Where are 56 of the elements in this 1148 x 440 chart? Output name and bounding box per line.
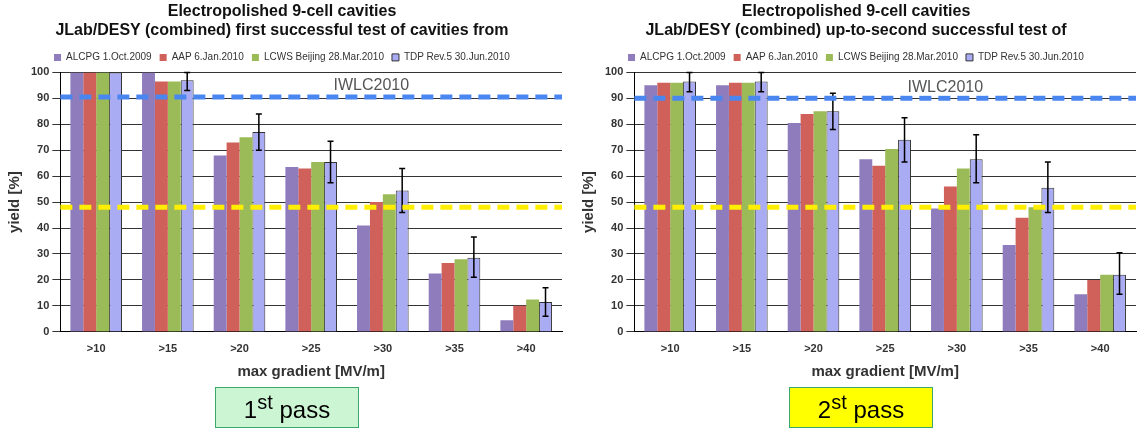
y-axis-title: yield [%] bbox=[579, 171, 597, 233]
x-tick-label: >35 bbox=[1019, 342, 1038, 355]
y-tick-label: 0 bbox=[43, 324, 50, 337]
x-tick-label: >15 bbox=[158, 342, 178, 355]
x-tick-label: >25 bbox=[301, 342, 321, 355]
x-tick-label: >10 bbox=[660, 342, 680, 355]
legend-label: TDP Rev.5 30.Jun.2010 bbox=[977, 51, 1085, 63]
y-tick-label: 80 bbox=[611, 117, 624, 130]
x-tick-label: >30 bbox=[373, 342, 393, 355]
x-axis-title: max gradient [MV/m] bbox=[811, 362, 959, 380]
legend-label: ALCPG 1.Oct.2009 bbox=[640, 51, 727, 63]
chart-subtitle: JLab/DESY (combined) first successful test of cavities from bbox=[55, 21, 509, 39]
x-tick-label: >25 bbox=[875, 342, 895, 355]
y-axis-title: yield [%] bbox=[5, 171, 23, 233]
y-tick-label: 20 bbox=[611, 272, 624, 285]
legend-label: AAP 6.Jan.2010 bbox=[745, 51, 819, 63]
legend-label: AAP 6.Jan.2010 bbox=[171, 51, 245, 63]
y-tick-label: 80 bbox=[37, 117, 50, 130]
y-tick-label: 30 bbox=[611, 247, 624, 260]
x-tick-label: >15 bbox=[732, 342, 752, 355]
y-tick-label: 20 bbox=[37, 272, 50, 285]
y-tick-label: 90 bbox=[37, 91, 50, 104]
y-tick-label: 40 bbox=[37, 221, 50, 234]
x-axis-title: max gradient [MV/m] bbox=[237, 362, 385, 380]
chart-subtitle: JLab/DESY (combined) up-to-second successful test of bbox=[645, 21, 1068, 39]
ref-line-label: IWLC2010 bbox=[907, 77, 984, 95]
legend-label: LCWS Beijing 28.Mar.2010 bbox=[837, 51, 959, 63]
legend-label: TDP Rev.5 30.Jun.2010 bbox=[403, 51, 511, 63]
text: 1$^{st}$ pass bbox=[214, 387, 360, 428]
y-tick-label: 60 bbox=[37, 169, 50, 182]
legend-label: LCWS Beijing 28.Mar.2010 bbox=[263, 51, 385, 63]
y-tick-label: 60 bbox=[611, 169, 624, 182]
x-tick-label: >40 bbox=[516, 342, 536, 355]
text: 2$^{st}$ pass bbox=[788, 387, 934, 428]
x-tick-label: >35 bbox=[445, 342, 464, 355]
y-tick-label: 40 bbox=[611, 221, 624, 234]
y-tick-label: 10 bbox=[37, 298, 50, 311]
ref-line-label: IWLC2010 bbox=[333, 76, 410, 94]
x-tick-label: >10 bbox=[86, 342, 106, 355]
chart-title: Electropolished 9-cell cavities bbox=[741, 2, 971, 20]
y-tick-label: 30 bbox=[37, 247, 50, 260]
y-tick-label: 100 bbox=[604, 65, 624, 78]
y-tick-label: 90 bbox=[611, 91, 624, 104]
x-tick-label: >30 bbox=[947, 342, 967, 355]
y-tick-label: 70 bbox=[611, 143, 624, 156]
y-tick-label: 50 bbox=[37, 195, 50, 208]
y-tick-label: 10 bbox=[611, 298, 624, 311]
x-tick-label: >40 bbox=[1090, 342, 1110, 355]
y-tick-label: 100 bbox=[30, 65, 50, 78]
chart-title: Electropolished 9-cell cavities bbox=[167, 2, 397, 20]
y-tick-label: 0 bbox=[617, 324, 624, 337]
x-tick-label: >20 bbox=[230, 342, 249, 355]
y-tick-label: 70 bbox=[37, 143, 50, 156]
x-tick-label: >20 bbox=[804, 342, 823, 355]
y-tick-label: 50 bbox=[611, 195, 624, 208]
legend-label: ALCPG 1.Oct.2009 bbox=[66, 51, 153, 63]
